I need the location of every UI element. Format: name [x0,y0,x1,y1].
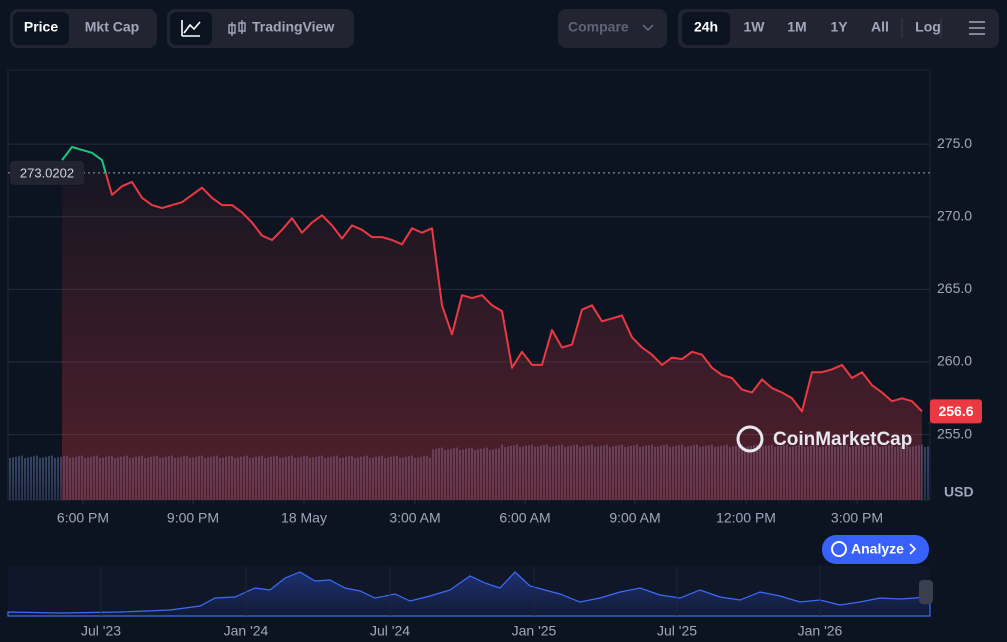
price-line [61,146,923,413]
navigator-label: Jul '25 [657,623,697,639]
watermark: CoinMarketCap [736,425,912,453]
toggle-active[interactable] [13,12,69,45]
volume-bar [45,456,47,500]
last-price-tag [930,399,982,424]
volume-bar [51,455,53,500]
x-tick-label: 3:00 AM [389,510,440,526]
chevron [642,24,654,32]
y-unit: USD [944,484,974,500]
chevron [909,543,917,555]
volume-bar [60,456,62,500]
range-button[interactable]: 24h [694,19,718,35]
y-tick-label: 270.0 [937,207,972,223]
candle-icon [228,20,246,36]
navigator-handle[interactable] [919,580,933,604]
volume-bar [33,456,35,500]
reference-label: 273.0202 [20,165,74,180]
x-tick-label: 9:00 PM [167,510,219,526]
last-price-label: 256.6 [938,403,973,419]
y-tick-label: 255.0 [937,425,972,441]
watermark-text: CoinMarketCap [773,429,912,450]
range-button[interactable]: All [871,19,889,35]
x-tick-label: 9:00 AM [609,510,660,526]
range-button[interactable]: 1M [787,19,806,35]
volume-bar [927,446,929,500]
volume-bar [30,456,32,500]
volume-bar [42,457,44,500]
tool-group [167,9,354,48]
volume-bar [924,447,926,500]
volume-bar [18,456,20,500]
navigator-labels: Jul '23 Jan '24 Jul '24 Jan '25 Jul '25 Jan '… [81,566,843,639]
tradingview-button[interactable]: TradingView [252,19,334,35]
plot: 255.0 260.0 265.0 270.0 275.0 6:00 PM 9:00 PM 1… [8,135,982,526]
navigator-label: Jan '24 [224,623,269,639]
volume-bar [57,457,59,500]
volume-bar [21,455,23,500]
mktcap-button[interactable]: Mkt Cap [85,19,139,35]
x-tick-label: 6:00 PM [57,510,109,526]
watermark-logo [736,425,764,453]
price-button[interactable]: Price [24,19,58,35]
navigator-label: Jan '26 [798,623,843,639]
navigator-label: Jul '23 [81,623,121,639]
y-tick-label: 260.0 [937,353,972,369]
volume-bar [54,458,56,500]
compare-button[interactable]: Compare [568,19,629,35]
reference-tag [10,160,84,185]
navigator-label: Jan '25 [512,623,557,639]
ranges: 24h 1W 1M 1Y All [694,19,889,35]
volume-bar [12,457,14,500]
range-active[interactable] [682,12,730,45]
analyze-button[interactable] [822,535,929,564]
x-tick-label: 12:00 PM [716,510,776,526]
line-icon [181,20,201,37]
x-tick-label: 6:00 AM [499,510,550,526]
x-tick-label: 18 May [281,510,327,526]
line-tool[interactable] [170,12,212,45]
navigator-line [7,571,931,617]
analyze-label[interactable]: Analyze [851,541,904,557]
range-group [678,9,999,48]
volume-bar [48,456,50,500]
navigator-label: Jul '24 [370,623,410,639]
volume-bar [39,458,41,500]
compare-box[interactable] [558,9,667,48]
settings-icon[interactable] [969,21,985,35]
volume-bar [9,458,11,500]
range-button[interactable]: 1Y [830,19,848,35]
volume-bar [15,456,17,500]
y-tick-label: 265.0 [937,280,972,296]
y-tick-label: 275.0 [937,135,972,151]
volume-bar [36,455,38,500]
volume-bar [24,458,26,500]
volume-bar [27,457,29,500]
analyze-icon [831,541,847,557]
range-button[interactable]: 1W [744,19,766,35]
x-tick-label: 3:00 PM [831,510,883,526]
log-button[interactable]: Log [915,19,941,35]
